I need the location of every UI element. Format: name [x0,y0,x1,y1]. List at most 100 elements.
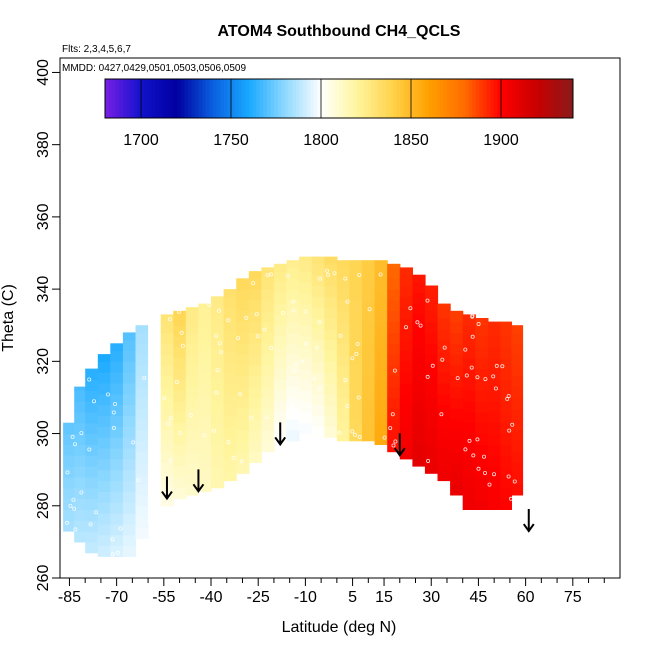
arrow-marker [192,469,205,494]
heatmap-cell [487,390,502,402]
heatmap-cell [185,343,199,355]
colorbar-swatch [382,79,387,118]
heatmap-cell [475,318,489,326]
heatmap-cell [475,422,489,435]
heatmap-cell [424,451,439,463]
heatmap-cell [450,321,464,333]
heatmap-cell [122,491,137,503]
heatmap-cell [511,408,524,420]
heatmap-cell [511,332,524,344]
heatmap-cell [387,310,401,323]
sample-point [239,459,244,464]
heatmap-cell [248,397,262,409]
heatmap-cell [261,408,275,420]
colorbar-swatch [198,79,203,118]
heatmap-cell [173,346,187,359]
heatmap-cell [211,455,225,467]
colorbar-swatch [569,79,574,118]
heatmap-cell [97,404,111,417]
heatmap-cell [236,364,250,377]
colorbar-swatch [137,79,142,118]
heatmap-cell [450,386,464,398]
heatmap-cell [511,386,524,398]
heatmap-cell [487,401,502,413]
colorbar-swatch [105,79,109,118]
heatmap-cell [261,321,275,333]
colorbar-swatch [223,79,228,118]
heatmap-cell [437,361,451,373]
heatmap-cell [148,491,162,503]
heatmap-cell [424,310,439,323]
heatmap-cell [223,415,237,427]
colorbar-swatch [367,79,372,118]
heatmap-cell [273,411,288,424]
arrow-markers [161,422,535,533]
colorbar-swatch [371,79,376,118]
sample-point [211,428,216,433]
heatmap-cell [160,462,174,474]
sample-point [135,478,140,483]
heatmap-cell [261,386,275,398]
sample-point [300,359,305,364]
colorbar-swatch [547,79,552,118]
colorbar-swatch [468,79,473,118]
heatmap-cell [475,379,489,391]
heatmap-cell [122,361,137,373]
heatmap-cell [299,281,313,294]
heatmap-cell [223,404,237,417]
heatmap-cell [223,289,237,297]
heatmap-cell [74,401,86,413]
heatmap-cell [362,364,376,377]
sample-point [332,271,337,276]
colorbar-swatch [414,79,419,118]
colorbar-swatch [429,79,433,118]
arrow-marker [522,509,535,533]
sample-point [149,360,154,365]
sample-point [168,458,173,463]
heatmap-cell [311,307,325,319]
heatmap-cell [74,411,86,424]
heatmap-cell [273,368,288,380]
heatmap-cell [248,310,262,323]
heatmap-cell [450,375,464,388]
heatmap-cell [185,473,199,485]
colorbar-swatch [519,79,523,118]
heatmap-cell [286,289,300,301]
heatmap-cell [135,397,149,409]
sample-point [154,414,159,419]
heatmap-cell [349,386,363,398]
heatmap-cell [185,375,199,388]
heatmap-cell [462,444,476,456]
heatmap-cell [97,426,111,438]
sample-points [65,268,517,557]
colorbar-swatch [231,79,235,118]
heatmap-cell [450,343,464,355]
colorbar-swatch [353,79,358,118]
heatmap-cell [85,444,99,456]
x-axis-label: Latitude (deg N) [282,619,397,636]
heatmap-cell [387,321,401,333]
sample-point [251,281,256,286]
sample-point [88,522,93,527]
heatmap-cell [462,325,476,337]
heatmap-cell [286,375,300,388]
heatmap-cell [173,476,187,489]
heatmap-cell [261,440,275,453]
heatmap-cell [299,346,313,359]
heatmap-cell [97,491,111,503]
colorbar-swatch [324,79,329,118]
heatmap-cell [110,372,124,384]
sample-point [73,442,78,447]
heatmap-cell [336,278,351,290]
colorbar-swatch [389,79,394,118]
heatmap-cell [324,296,338,308]
colorbar-swatch [425,79,430,118]
colorbar-swatch [144,79,149,118]
heatmap-cell [110,448,124,460]
heatmap-cell [324,350,338,362]
colorbar-swatch [288,79,293,118]
chart-title: ATOM4 Southbound CH4_QCLS [218,23,461,40]
heatmap-cell [511,484,524,496]
colorbar-swatch [421,79,426,118]
